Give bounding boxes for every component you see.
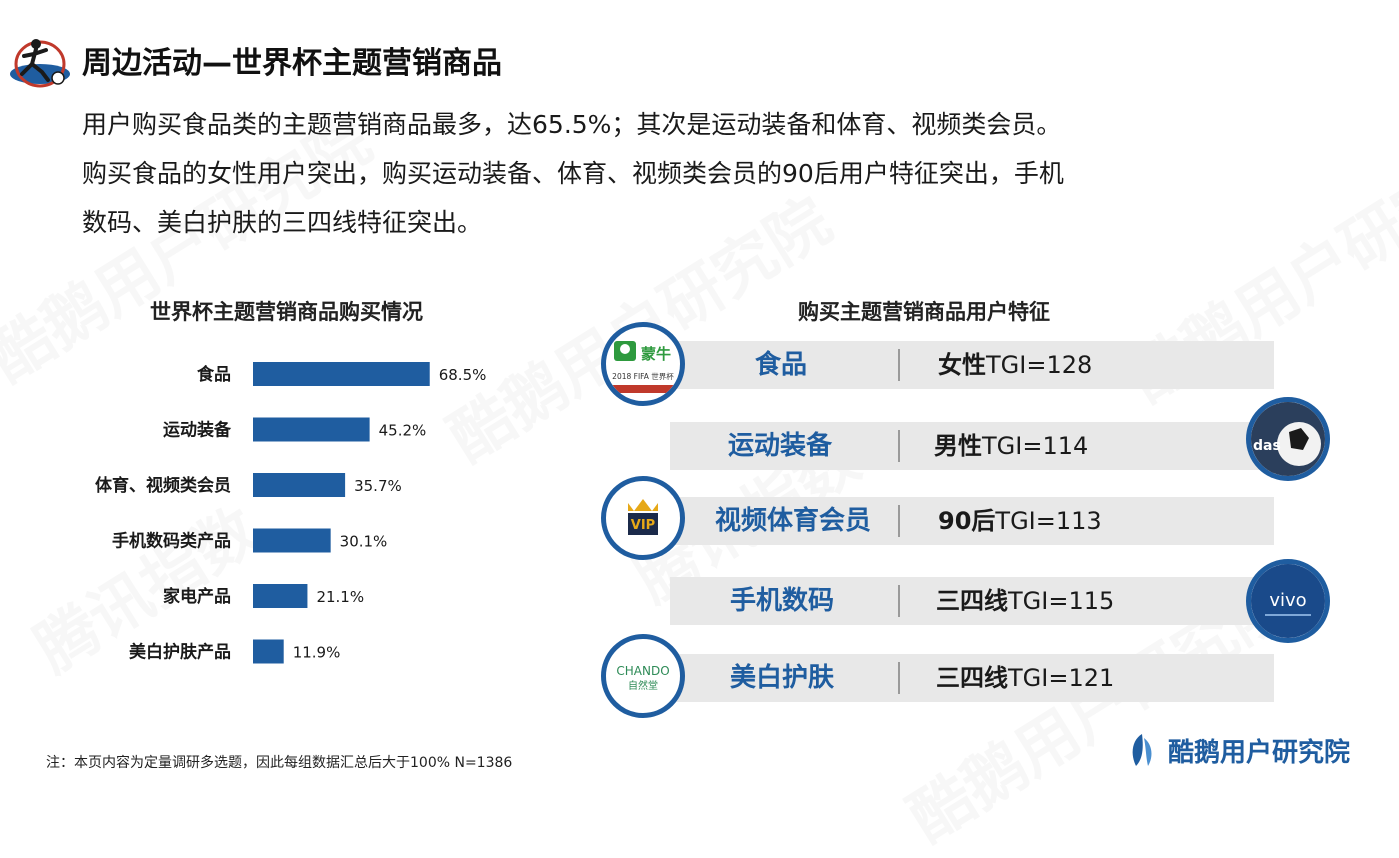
chando-graphic: CHANDO 自然堂 xyxy=(616,664,669,692)
soccer-player-icon xyxy=(10,39,70,88)
vip-graphic: VIP xyxy=(628,499,658,535)
category-label: 食品 xyxy=(197,364,231,385)
bar xyxy=(253,473,346,497)
value-label: 30.1% xyxy=(340,533,388,551)
bar-chart: 食品 68.5% 运动装备 45.2% 体育、视频类会员 35.7% 手机数码类产品 30.1… xyxy=(95,362,487,664)
feature-tgi: TGI=113 xyxy=(995,507,1102,535)
divider xyxy=(898,430,900,462)
category-label: 家电产品 xyxy=(163,586,231,607)
feature-group: 三四线 xyxy=(936,664,1008,692)
summary-line: 购买食品的女性用户突出，购买运动装备、体育、视频类会员的90后用户特征突出，手机 xyxy=(82,159,1064,188)
bar xyxy=(253,417,370,442)
divider xyxy=(898,505,900,537)
chando-logo-icon: CHANDO 自然堂 xyxy=(601,634,685,718)
feature-row-skincare: 美白护肤 三四线TGI=121 xyxy=(670,654,1274,702)
mengniu-text: 蒙牛 xyxy=(641,345,671,363)
feature-group: 90后 xyxy=(938,507,996,535)
vivo-graphic: vivo xyxy=(1251,564,1325,638)
feature-group: 三四线 xyxy=(936,587,1008,615)
bar xyxy=(253,584,308,608)
chart-title: 世界杯主题营销商品购买情况 xyxy=(150,300,423,324)
value-label: 45.2% xyxy=(379,422,427,440)
category-label: 手机数码类产品 xyxy=(112,531,231,552)
feature-value: 女性TGI=128 xyxy=(938,341,1092,389)
feature-category: 运动装备 xyxy=(727,431,832,461)
feature-value: 三四线TGI=121 xyxy=(936,654,1114,702)
feature-value: 三四线TGI=115 xyxy=(936,577,1114,625)
feature-row-food: 食品 女性TGI=128 xyxy=(648,341,1274,389)
vivo-text: vivo xyxy=(1269,590,1306,611)
bar xyxy=(253,639,284,664)
feature-category: 美白护肤 xyxy=(729,663,834,693)
features-title: 购买主题营销商品用户特征 xyxy=(798,300,1050,324)
value-label: 11.9% xyxy=(293,644,341,662)
footnote: 注：本页内容为定量调研多选题，因此每组数据汇总后大于100% N=1386 xyxy=(46,755,513,771)
feature-tgi: TGI=114 xyxy=(982,432,1089,460)
bar xyxy=(253,528,331,553)
feature-value: 男性TGI=114 xyxy=(934,422,1088,470)
feature-category: 食品 xyxy=(754,350,807,380)
feature-tgi: TGI=121 xyxy=(1008,664,1115,692)
feature-tgi: TGI=128 xyxy=(986,351,1093,379)
adidas-graphic: das xyxy=(1251,402,1325,476)
chando-subtext: 自然堂 xyxy=(628,679,658,692)
vip-text: VIP xyxy=(631,518,655,533)
value-label: 35.7% xyxy=(354,477,402,495)
category-label: 运动装备 xyxy=(163,420,232,441)
mengniu-logo-graphic: 蒙牛 2018 FIFA 世界杯 xyxy=(612,341,674,393)
bar xyxy=(253,362,430,386)
divider xyxy=(898,349,900,381)
page-title: 周边活动—世界杯主题营销商品 xyxy=(82,46,502,81)
summary-line: 数码、美白护肤的三四线特征突出。 xyxy=(82,208,483,237)
category-label: 美白护肤产品 xyxy=(129,642,231,663)
brand-logo: 酷鹅用户研究院 xyxy=(1122,730,1350,770)
mengniu-logo-icon: 蒙牛 2018 FIFA 世界杯 xyxy=(601,322,685,406)
adidas-text: das xyxy=(1253,438,1281,454)
brand-name: 酷鹅用户研究院 xyxy=(1168,737,1351,768)
value-label: 21.1% xyxy=(316,588,364,606)
feature-category: 手机数码 xyxy=(729,586,834,616)
chando-text: CHANDO xyxy=(616,664,669,678)
feature-value: 90后TGI=113 xyxy=(938,497,1102,545)
feature-category: 视频体育会员 xyxy=(714,506,871,536)
summary-text: 用户购买食品类的主题营销商品最多，达65.5%；其次是运动装备和体育、视频类会员… xyxy=(82,100,1372,247)
feature-row-sports-gear: 运动装备 男性TGI=114 xyxy=(670,422,1274,470)
category-label: 体育、视频类会员 xyxy=(95,475,231,496)
feature-group: 女性 xyxy=(938,351,986,379)
vip-crown-icon: VIP xyxy=(601,476,685,560)
feature-group: 男性 xyxy=(934,432,982,460)
mengniu-subtext: 2018 FIFA 世界杯 xyxy=(612,371,674,381)
feature-row-mobile-digital: 手机数码 三四线TGI=115 xyxy=(670,577,1274,625)
vivo-logo-icon: vivo xyxy=(1246,559,1330,643)
penguin-logo-icon xyxy=(1132,734,1152,766)
divider xyxy=(898,585,900,617)
value-label: 68.5% xyxy=(439,366,487,384)
summary-line: 用户购买食品类的主题营销商品最多，达65.5%；其次是运动装备和体育、视频类会员… xyxy=(82,110,1062,139)
feature-tgi: TGI=115 xyxy=(1008,587,1115,615)
divider xyxy=(898,662,900,694)
adidas-ball-icon: das xyxy=(1246,397,1330,481)
feature-row-video-membership: 视频体育会员 90后TGI=113 xyxy=(648,497,1274,545)
